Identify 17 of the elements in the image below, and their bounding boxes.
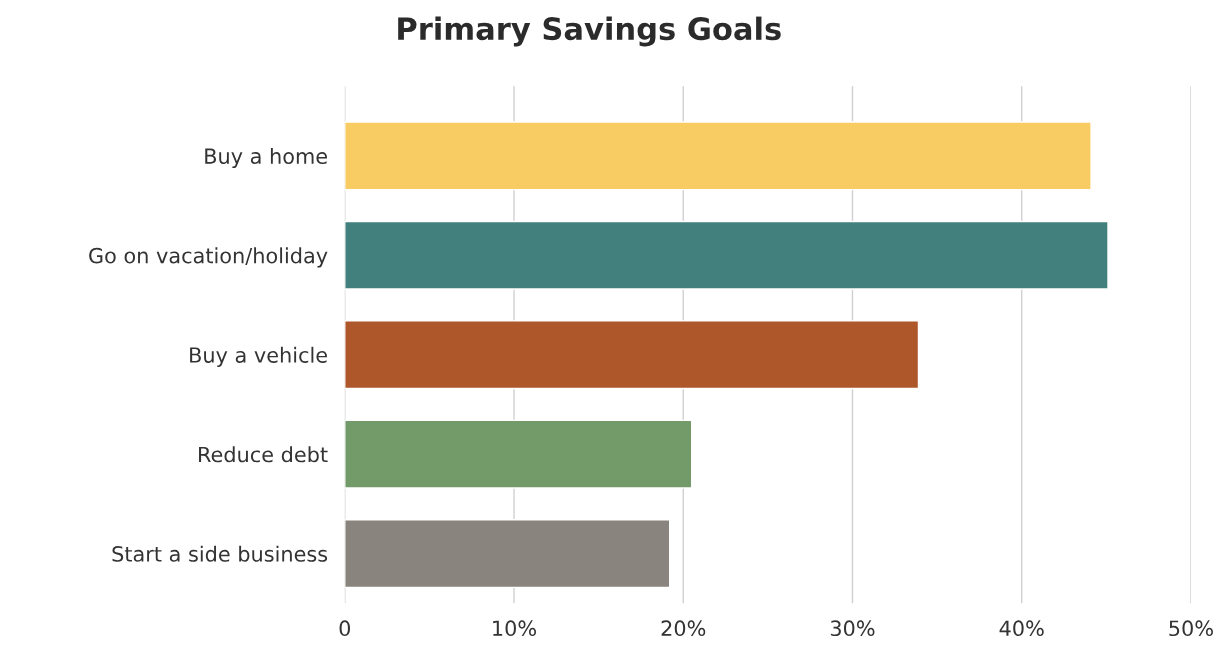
x-tick-label: 10%	[493, 620, 537, 637]
bar	[344, 220, 1109, 290]
bar	[344, 320, 920, 390]
x-tick-label: 20%	[661, 620, 706, 637]
bar	[344, 121, 1092, 191]
x-tick-label: 0	[339, 620, 351, 637]
y-tick-label: Buy a home	[205, 147, 327, 169]
x-tick-label: 40%	[999, 620, 1044, 637]
y-tick-label: Buy a vehicle	[190, 346, 327, 367]
y-tick-label: Reduce debt	[199, 446, 328, 463]
x-tick-label: 50%	[1169, 620, 1213, 637]
bar	[344, 419, 693, 489]
x-tick-label: 30%	[830, 620, 875, 637]
y-tick-label: Go on vacation/holiday	[89, 247, 328, 268]
chart-title: Primary Savings Goals	[398, 16, 781, 47]
y-tick-label: Start a side business	[112, 545, 328, 562]
bar	[344, 519, 671, 589]
